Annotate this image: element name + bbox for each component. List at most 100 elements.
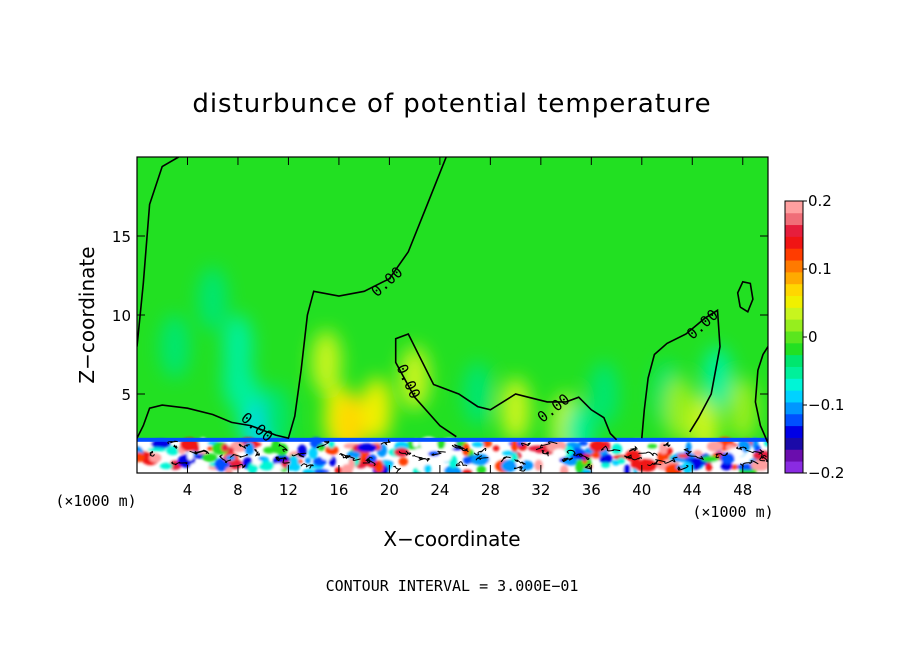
surface-contour <box>380 439 391 446</box>
surface-cell <box>705 462 713 472</box>
surface-cell <box>534 459 543 471</box>
surface-contour <box>229 453 249 458</box>
surface-cell <box>423 464 432 473</box>
surface-contour <box>398 450 412 456</box>
surface-cell <box>611 443 623 455</box>
surface-cell <box>219 463 231 468</box>
surface-contour <box>149 450 155 457</box>
surface-cell <box>286 463 295 471</box>
colorbar-swatch <box>785 378 803 391</box>
contour-line-1 <box>137 157 447 440</box>
surface-contour <box>683 448 692 455</box>
colorbar-swatch <box>785 224 803 237</box>
colorbar-tick-label-0: 0.2 <box>808 192 832 210</box>
surface-contour <box>362 457 371 464</box>
surface-cell <box>692 449 703 457</box>
surface-cell <box>552 448 567 459</box>
x-axis: 4 8 12 16 20 24 28 32 36 40 44 48 <box>183 157 752 499</box>
surface-cell <box>701 455 720 463</box>
surface-cell <box>393 447 410 457</box>
x-unit-label-right: (×1000 m) <box>692 503 773 521</box>
surface-contour <box>316 440 330 449</box>
surface-contour <box>500 456 511 463</box>
anomaly-0 <box>159 314 190 379</box>
x-tick-label-5: 24 <box>430 481 449 499</box>
surface-cell <box>575 459 585 473</box>
surface-cell <box>462 469 473 473</box>
contour-line-0 <box>137 157 180 347</box>
x-tick-label-6: 28 <box>481 481 500 499</box>
surface-cell <box>321 455 332 460</box>
surface-contour <box>189 449 209 455</box>
surface-cell <box>426 456 443 462</box>
surface-contour <box>167 440 178 445</box>
surface-contour <box>454 444 469 453</box>
surface-cell <box>225 454 236 461</box>
surface-cell <box>601 462 611 468</box>
surface-contour <box>541 449 549 457</box>
contour-line-2 <box>394 332 618 441</box>
surface-cell <box>681 461 694 473</box>
colorbar-swatch <box>785 331 803 344</box>
surface-cell <box>501 459 517 473</box>
colorbar-tick-label-2: 0 <box>808 328 818 346</box>
surface-cell <box>706 440 723 452</box>
surface-contour <box>418 457 431 462</box>
y-tick-label-1: 10 <box>112 307 131 325</box>
surface-cell <box>357 443 377 453</box>
contour-lines <box>137 157 768 444</box>
colorbar-swatch <box>785 413 803 427</box>
surface-cell <box>436 465 446 470</box>
colorbar-swatch <box>785 248 803 261</box>
surface-contour <box>229 464 246 469</box>
surface-cell <box>463 456 471 465</box>
colorbar-swatch <box>785 201 803 214</box>
x-unit-label-left: (×1000 m) <box>55 492 136 510</box>
surface-contour <box>278 443 288 453</box>
x-tick-label-8: 36 <box>582 481 601 499</box>
surface-contour <box>566 449 584 457</box>
surface-contour <box>715 452 728 459</box>
surface-cell <box>258 461 275 471</box>
chart-title: disturbunce of potential temperature <box>192 89 711 119</box>
colorbar-swatch <box>785 212 803 226</box>
surface-cell <box>247 462 258 473</box>
surface-contour <box>758 452 766 462</box>
anomaly-16 <box>588 362 619 426</box>
surface-contour <box>638 451 658 457</box>
colorbar-swatch <box>785 307 803 320</box>
surface-cell <box>617 457 626 465</box>
contour-line-4 <box>754 346 768 444</box>
colorbar: 0.2 0.1 0 −0.1 −0.2 <box>784 192 844 482</box>
surface-cell <box>137 452 145 463</box>
colorbar-swatch <box>785 366 803 379</box>
surface-cell <box>187 450 194 461</box>
surface-contour <box>655 456 678 464</box>
surface-contour <box>628 445 638 452</box>
colorbar-swatch <box>785 271 803 285</box>
surface-contour <box>513 465 526 472</box>
anomaly-10 <box>361 377 392 442</box>
surface-contour <box>600 445 621 452</box>
y-axis: 5 10 15 <box>112 228 768 404</box>
anomaly-13 <box>500 377 531 442</box>
surface-contour <box>473 448 487 456</box>
surface-contour <box>254 449 260 457</box>
surface-cell <box>471 441 485 448</box>
surface-cell <box>552 467 560 473</box>
surface-contour <box>171 461 188 466</box>
surface-cell <box>190 462 209 471</box>
surface-contour <box>455 461 468 467</box>
surface-contour <box>393 465 401 473</box>
colorbar-swatch <box>785 461 803 474</box>
colorbar-swatch <box>785 425 803 438</box>
x-axis-label: X−coordinate <box>383 527 520 551</box>
surface-cell <box>313 457 327 466</box>
colorbar-tick-label-4: −0.2 <box>808 464 844 482</box>
colorbar-tick-label-3: −0.1 <box>808 396 844 414</box>
surface-cell <box>302 468 315 473</box>
surface-cell <box>346 451 361 459</box>
anomaly-20 <box>702 346 733 411</box>
surface-band-top-edge <box>137 437 768 442</box>
surface-cell <box>398 457 409 466</box>
